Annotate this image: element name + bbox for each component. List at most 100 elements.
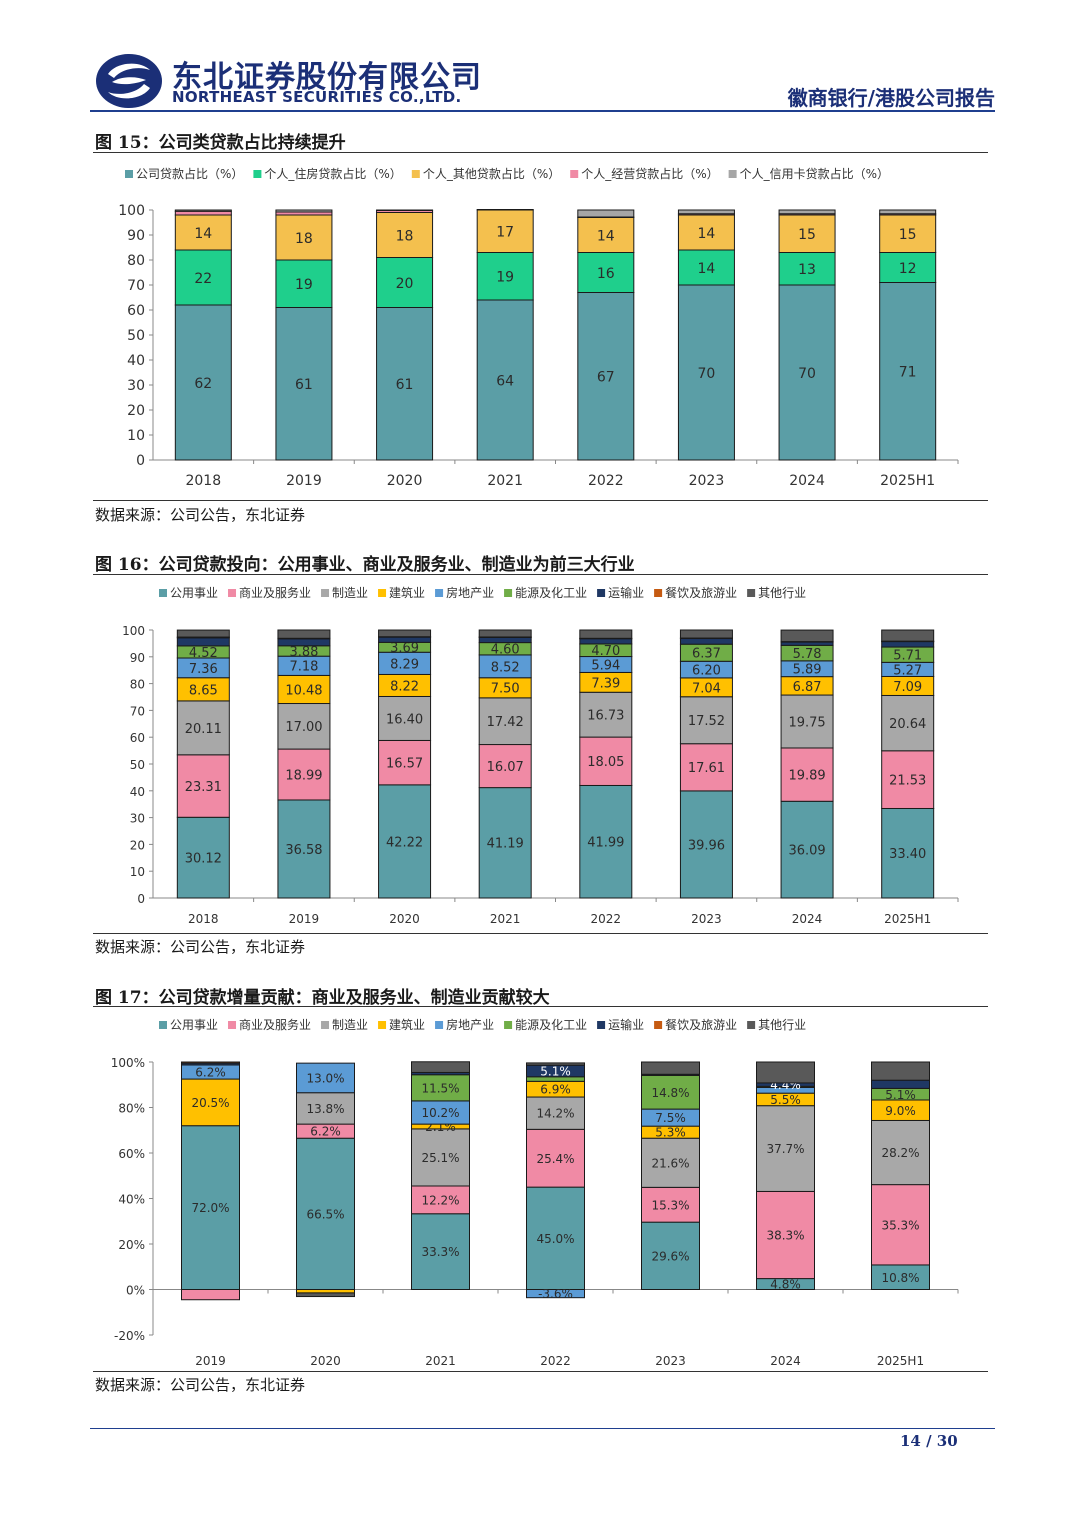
bar-segment bbox=[756, 1105, 815, 1192]
data-label: 25.1% bbox=[421, 1151, 459, 1165]
bar-segment bbox=[174, 304, 232, 461]
bar-segment bbox=[881, 694, 935, 752]
data-label: 19.75 bbox=[788, 715, 825, 730]
bar-segment bbox=[378, 629, 432, 638]
data-label: 3.88 bbox=[289, 645, 318, 660]
data-label: 8.52 bbox=[491, 660, 520, 675]
data-label: 33.40 bbox=[889, 847, 926, 862]
legend-label: 商业及服务业 bbox=[239, 585, 311, 600]
bar-segment bbox=[579, 736, 633, 786]
bar-segment bbox=[871, 1119, 930, 1186]
legend-swatch bbox=[159, 589, 167, 597]
bar-segment bbox=[476, 209, 534, 253]
legend: 公司贷款占比（%） 个人_住房贷款占比（%） 个人_其他贷款占比（%） 个人_经营贷款… bbox=[125, 166, 889, 181]
data-label: 14 bbox=[698, 261, 716, 277]
bar-segment bbox=[296, 1292, 355, 1298]
legend-swatch bbox=[504, 589, 513, 597]
bar-segment bbox=[376, 307, 434, 461]
data-label: 5.89 bbox=[793, 663, 822, 678]
data-label: 6.9% bbox=[540, 1083, 571, 1097]
bar-segment bbox=[296, 1289, 355, 1294]
bar-segment bbox=[881, 629, 935, 642]
legend-swatch bbox=[228, 1021, 237, 1029]
bar-segment bbox=[174, 214, 232, 251]
legend-label: 制造业 bbox=[332, 586, 368, 600]
data-label: 21.53 bbox=[889, 774, 926, 789]
legend-swatch bbox=[159, 1021, 167, 1029]
bar-segment bbox=[378, 784, 432, 899]
y-tick-label: 20% bbox=[118, 1238, 145, 1252]
legend-swatch bbox=[570, 170, 579, 178]
y-tick-label: 80 bbox=[127, 253, 145, 269]
data-label: 71 bbox=[899, 365, 917, 381]
bar-segment bbox=[176, 629, 230, 638]
y-tick-label: 30 bbox=[130, 812, 145, 826]
x-tick-label: 2023 bbox=[655, 1354, 686, 1368]
page-number: 14 / 30 bbox=[900, 1432, 958, 1450]
data-label: 7.39 bbox=[591, 676, 620, 691]
y-tick-label: 50 bbox=[130, 758, 145, 772]
legend-label: 公用事业 bbox=[170, 1018, 218, 1032]
legend-label: 公用事业 bbox=[170, 586, 218, 600]
bar-segment bbox=[181, 1078, 240, 1127]
data-label: 62 bbox=[194, 376, 212, 392]
x-tick-label: 2018 bbox=[185, 473, 221, 489]
data-label: 14.2% bbox=[536, 1107, 574, 1121]
legend-label: 房地产业 bbox=[446, 1017, 494, 1032]
x-tick-label: 2020 bbox=[387, 473, 423, 489]
data-label: 15 bbox=[899, 227, 917, 243]
bar-segment bbox=[526, 1062, 585, 1066]
bar-segment bbox=[174, 249, 232, 306]
bar-segment bbox=[176, 754, 230, 818]
data-label: 18.05 bbox=[587, 755, 624, 770]
x-tick-label: 2024 bbox=[770, 1354, 801, 1368]
data-label: 7.50 bbox=[491, 682, 520, 697]
data-label: 15.3% bbox=[651, 1198, 689, 1212]
data-label: 18 bbox=[396, 228, 414, 244]
legend-label: 其他行业 bbox=[758, 586, 806, 600]
data-label: 18 bbox=[295, 231, 313, 247]
legend-label: 个人_其他贷款占比（%） bbox=[423, 166, 560, 181]
data-label: 10.2% bbox=[421, 1106, 459, 1120]
bar-segment bbox=[577, 217, 635, 253]
legend-label: 个人_住房贷款占比（%） bbox=[264, 166, 401, 181]
legend-swatch bbox=[747, 1021, 756, 1029]
legend-label: 个人_经营贷款占比（%） bbox=[581, 166, 718, 181]
bar-segment bbox=[641, 1061, 700, 1075]
x-tick-label: 2024 bbox=[789, 473, 825, 489]
figure-16-chart: 公用事业 商业及服务业 制造业 建筑业 房地产业 能源及化工业 运输业 餐饮及旅游业 其他行业 0… bbox=[122, 585, 959, 926]
bar-segment bbox=[526, 1128, 585, 1188]
bar-segment bbox=[411, 1185, 470, 1215]
data-label: 6.2% bbox=[310, 1125, 341, 1139]
legend-swatch bbox=[597, 589, 606, 597]
bar-segment bbox=[577, 292, 635, 461]
bar-segment bbox=[277, 629, 331, 639]
data-label: 16.57 bbox=[386, 757, 423, 772]
legend-label: 其他行业 bbox=[758, 1018, 806, 1032]
y-tick-label: 20 bbox=[127, 403, 145, 419]
data-label: 7.18 bbox=[289, 660, 318, 675]
y-tick-label: 60% bbox=[118, 1147, 145, 1161]
data-label: 35.3% bbox=[881, 1218, 919, 1232]
data-label: 3.69 bbox=[390, 641, 419, 656]
data-label: 6.20 bbox=[692, 664, 721, 679]
legend-swatch bbox=[435, 589, 444, 597]
data-label: 45.0% bbox=[536, 1232, 574, 1246]
data-label: 7.04 bbox=[692, 681, 721, 696]
y-tick-label: 70 bbox=[127, 278, 145, 294]
report-tag: 徽商银行/港股公司报告 bbox=[787, 86, 995, 110]
legend-swatch bbox=[728, 170, 737, 178]
y-tick-label: 60 bbox=[130, 731, 145, 745]
data-label: 61 bbox=[396, 377, 414, 393]
bar-segment bbox=[411, 1128, 470, 1187]
data-label: 13 bbox=[798, 262, 816, 278]
x-tick-label: 2025H1 bbox=[877, 1354, 924, 1368]
data-label: 22 bbox=[194, 271, 212, 287]
x-tick-label: 2019 bbox=[286, 473, 322, 489]
bar-segment bbox=[780, 629, 834, 643]
y-tick-label: 20 bbox=[130, 838, 145, 852]
legend-label: 餐饮及旅游业 bbox=[665, 585, 737, 600]
bar-segment bbox=[756, 1061, 815, 1084]
bar-segment bbox=[641, 1186, 700, 1223]
figure-16-title: 图 16：公司贷款投向：公用事业、商业及服务业、制造业为前三大行业 bbox=[95, 555, 635, 575]
